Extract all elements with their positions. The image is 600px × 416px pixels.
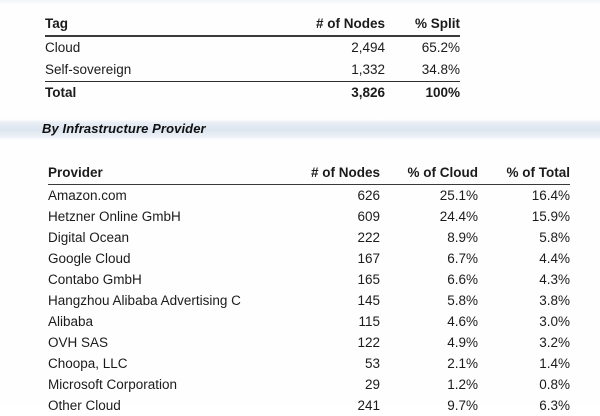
- document-page: Tag # of Nodes % Split Cloud 2,494 65.2%…: [0, 0, 600, 404]
- cell-total-nodes: 3,826: [275, 82, 385, 105]
- cell-provider: Hetzner Online GmbH: [48, 206, 276, 227]
- table-header-row: Tag # of Nodes % Split: [45, 14, 460, 36]
- section-heading-label: By Infrastructure Provider: [42, 121, 206, 136]
- cell-tag: Self-sovereign: [45, 59, 275, 82]
- cell-nodes: 2,494: [275, 36, 385, 59]
- cell-nodes: 626: [276, 185, 380, 207]
- tag-table-body: Cloud 2,494 65.2% Self-sovereign 1,332 3…: [45, 36, 460, 104]
- cell-pct-cloud: 1.2%: [380, 374, 478, 395]
- cell-pct-cloud: 6.6%: [380, 269, 478, 290]
- cell-pct-cloud: 25.1%: [380, 185, 478, 207]
- cell-pct-cloud: 9.7%: [380, 395, 478, 416]
- cell-nodes: 222: [276, 227, 380, 248]
- cell-pct-cloud: 4.6%: [380, 311, 478, 332]
- cell-total-split: 100%: [385, 82, 460, 105]
- tag-summary-table: Tag # of Nodes % Split Cloud 2,494 65.2%…: [45, 14, 460, 104]
- cell-pct-total: 16.4%: [478, 185, 570, 207]
- column-header-provider: Provider: [48, 162, 276, 185]
- cell-pct-total: 0.8%: [478, 374, 570, 395]
- cell-provider: Digital Ocean: [48, 227, 276, 248]
- cell-pct-cloud: 4.9%: [380, 332, 478, 353]
- cell-pct-total: 4.3%: [478, 269, 570, 290]
- cell-provider: Google Cloud: [48, 248, 276, 269]
- cell-pct-cloud: 6.7%: [380, 248, 478, 269]
- section-heading-band: By Infrastructure Provider: [0, 119, 600, 140]
- cell-nodes: 241: [276, 395, 380, 416]
- cell-nodes: 167: [276, 248, 380, 269]
- cell-provider: Hangzhou Alibaba Advertising C: [48, 290, 276, 311]
- table-row: Self-sovereign 1,332 34.8%: [45, 59, 460, 82]
- cell-nodes: 165: [276, 269, 380, 290]
- cell-pct-total: 4.4%: [478, 248, 570, 269]
- infrastructure-provider-table: Provider # of Nodes % of Cloud % of Tota…: [48, 162, 570, 416]
- cell-pct-cloud: 24.4%: [380, 206, 478, 227]
- cell-provider: Alibaba: [48, 311, 276, 332]
- cell-pct-total: 1.4%: [478, 353, 570, 374]
- table-header-row: Provider # of Nodes % of Cloud % of Tota…: [48, 162, 570, 185]
- cell-nodes: 115: [276, 311, 380, 332]
- cell-tag: Cloud: [45, 36, 275, 59]
- cell-pct-total: 3.2%: [478, 332, 570, 353]
- cell-nodes: 609: [276, 206, 380, 227]
- table-row: Cloud 2,494 65.2%: [45, 36, 460, 59]
- cell-pct-total: 5.8%: [478, 227, 570, 248]
- cell-nodes: 122: [276, 332, 380, 353]
- column-header-pct-cloud: % of Cloud: [380, 162, 478, 185]
- cell-nodes: 53: [276, 353, 380, 374]
- page-top-edge-artifact: [0, 0, 600, 5]
- provider-table-header: Provider # of Nodes % of Cloud % of Tota…: [48, 162, 570, 185]
- column-header-nodes: # of Nodes: [276, 162, 380, 185]
- tag-table-header: Tag # of Nodes % Split: [45, 14, 460, 36]
- cell-total-label: Total: [45, 82, 275, 105]
- cell-nodes: 145: [276, 290, 380, 311]
- cell-provider: Microsoft Corporation: [48, 374, 276, 395]
- cell-pct-total: 15.9%: [478, 206, 570, 227]
- cell-pct-cloud: 2.1%: [380, 353, 478, 374]
- column-header-split: % Split: [385, 14, 460, 36]
- cell-pct-cloud: 5.8%: [380, 290, 478, 311]
- cell-pct-total: 3.8%: [478, 290, 570, 311]
- cell-nodes: 1,332: [275, 59, 385, 82]
- cell-pct-cloud: 8.9%: [380, 227, 478, 248]
- cell-nodes: 29: [276, 374, 380, 395]
- column-header-pct-total: % of Total: [478, 162, 570, 185]
- cell-provider: Choopa, LLC: [48, 353, 276, 374]
- cell-split: 65.2%: [385, 36, 460, 59]
- cell-provider: OVH SAS: [48, 332, 276, 353]
- cell-provider: Other Cloud: [48, 395, 276, 416]
- cell-pct-total: 3.0%: [478, 311, 570, 332]
- table-total-row: Total 3,826 100%: [45, 82, 460, 105]
- cell-split: 34.8%: [385, 59, 460, 82]
- cell-provider: Contabo GmbH: [48, 269, 276, 290]
- column-header-nodes: # of Nodes: [275, 14, 385, 36]
- column-header-tag: Tag: [45, 14, 275, 36]
- cell-pct-total: 6.3%: [478, 395, 570, 416]
- cell-provider: Amazon.com: [48, 185, 276, 207]
